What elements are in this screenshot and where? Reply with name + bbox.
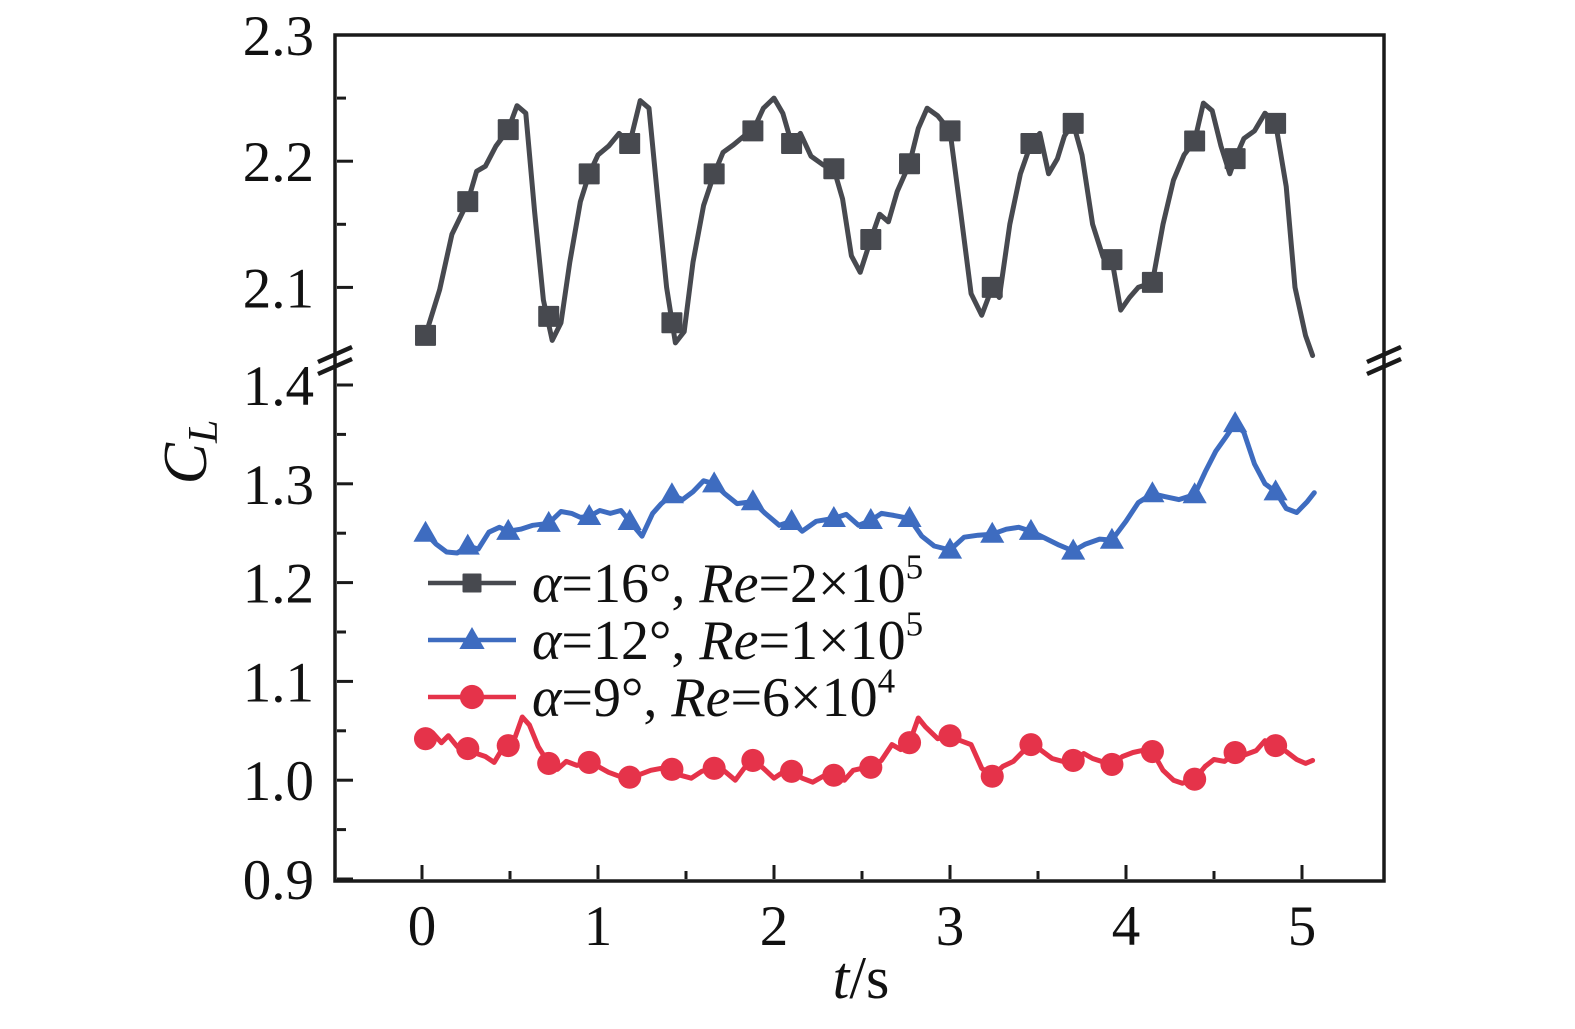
y-tick-label: 2.3 [243, 5, 314, 68]
legend-entry-alpha-12deg: α=12°, Re=1×105 [428, 604, 923, 672]
legend-label: α=9°, Re=6×104 [532, 661, 895, 729]
x-tick-label: 1 [584, 895, 613, 958]
legend-label: α=16°, Re=2×105 [532, 547, 923, 615]
plot-area-frame [333, 33, 1386, 883]
y-tick-label: 1.1 [243, 651, 314, 714]
y-tick-label: 1.4 [243, 355, 314, 418]
x-tick-labels: 0 1 2 3 4 5 [408, 895, 1317, 958]
x-tick-label: 3 [936, 895, 965, 958]
y-tick-label: 1.3 [243, 454, 314, 517]
legend-entry-alpha-16deg: α=16°, Re=2×105 [428, 547, 923, 615]
y-tick-labels: 2.3 2.2 2.1 1.4 1.3 1.2 1.1 1.0 0.9 [243, 5, 314, 912]
y-axis-label: CL [152, 420, 227, 485]
x-tick-label: 5 [1288, 895, 1317, 958]
axis-ticks [337, 33, 1304, 881]
series-alpha-16deg [415, 95, 1316, 358]
y-tick-label: 2.2 [243, 131, 314, 194]
y-tick-label: 1.2 [243, 553, 314, 616]
x-tick-label: 2 [760, 895, 789, 958]
series-alpha-12deg [413, 411, 1317, 560]
x-axis-label: t/s [833, 945, 890, 1011]
series-markers-alpha-12deg [413, 411, 1288, 560]
series-markers-alpha-9deg [413, 724, 1288, 791]
svg-text:CL: CL [152, 420, 227, 485]
y-tick-label: 1.0 [243, 750, 314, 813]
y-tick-label: 0.9 [243, 849, 314, 912]
x-tick-label: 4 [1112, 895, 1141, 958]
series-markers-alpha-16deg [415, 112, 1287, 346]
axis-break-right [1366, 344, 1402, 377]
series-line-alpha-16deg [423, 95, 1316, 358]
y-tick-label: 2.1 [243, 257, 314, 320]
legend-label: α=12°, Re=1×105 [532, 604, 923, 672]
x-tick-label: 0 [408, 895, 437, 958]
axis-break-left [317, 344, 353, 377]
series-alpha-9deg [413, 714, 1316, 791]
legend-entry-alpha-9deg: α=9°, Re=6×104 [428, 661, 895, 729]
